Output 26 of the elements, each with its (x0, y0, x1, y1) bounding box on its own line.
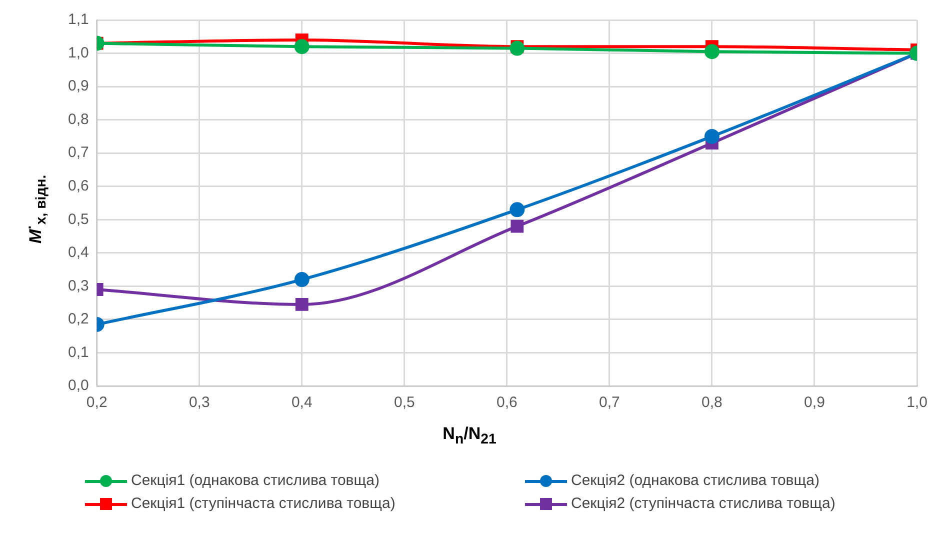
y-tick-label: 0,0 (68, 377, 89, 394)
x-tick-label: 0,6 (496, 394, 518, 412)
x-tick-label: 0,7 (599, 394, 620, 412)
y-tick-label: 0,9 (68, 78, 89, 95)
y-tick-label: 1,1 (68, 11, 89, 28)
y-tick-label: 0,4 (68, 244, 89, 262)
y-tick-label: 1,0 (68, 44, 89, 62)
y-tick-label: 0,7 (68, 144, 89, 162)
y-tick-label: 0,3 (68, 277, 89, 294)
y-tick-label: 0,8 (68, 110, 89, 128)
x-axis-title: N$_{n}$/N$_{21}$ (442, 424, 498, 448)
y-tick-label: 0,2 (68, 310, 89, 328)
x-tick-label: 0,4 (291, 394, 312, 412)
x-tick-label: 0,5 (394, 394, 415, 412)
x-tick-label: 0,2 (86, 394, 108, 412)
x-tick-label: 0,3 (188, 394, 210, 412)
legend-label: Секція2 (ступінчаста стислива товща) (571, 495, 836, 512)
legend-label: Секція2 (однакова стислива товща) (571, 472, 820, 489)
legend-label: Секція1 (однакова стислива товща) (131, 472, 380, 489)
y-tick-label: 0,5 (68, 210, 89, 228)
y-tick-label: 0,6 (68, 178, 89, 195)
y-tick-label: 0,1 (68, 344, 89, 361)
legend-label: Секція1 (ступінчаста стислива товща) (131, 495, 396, 512)
x-tick-label: 1,0 (906, 394, 928, 412)
x-tick-label: 0,9 (804, 394, 825, 412)
x-tick-label: 0,8 (702, 394, 722, 412)
